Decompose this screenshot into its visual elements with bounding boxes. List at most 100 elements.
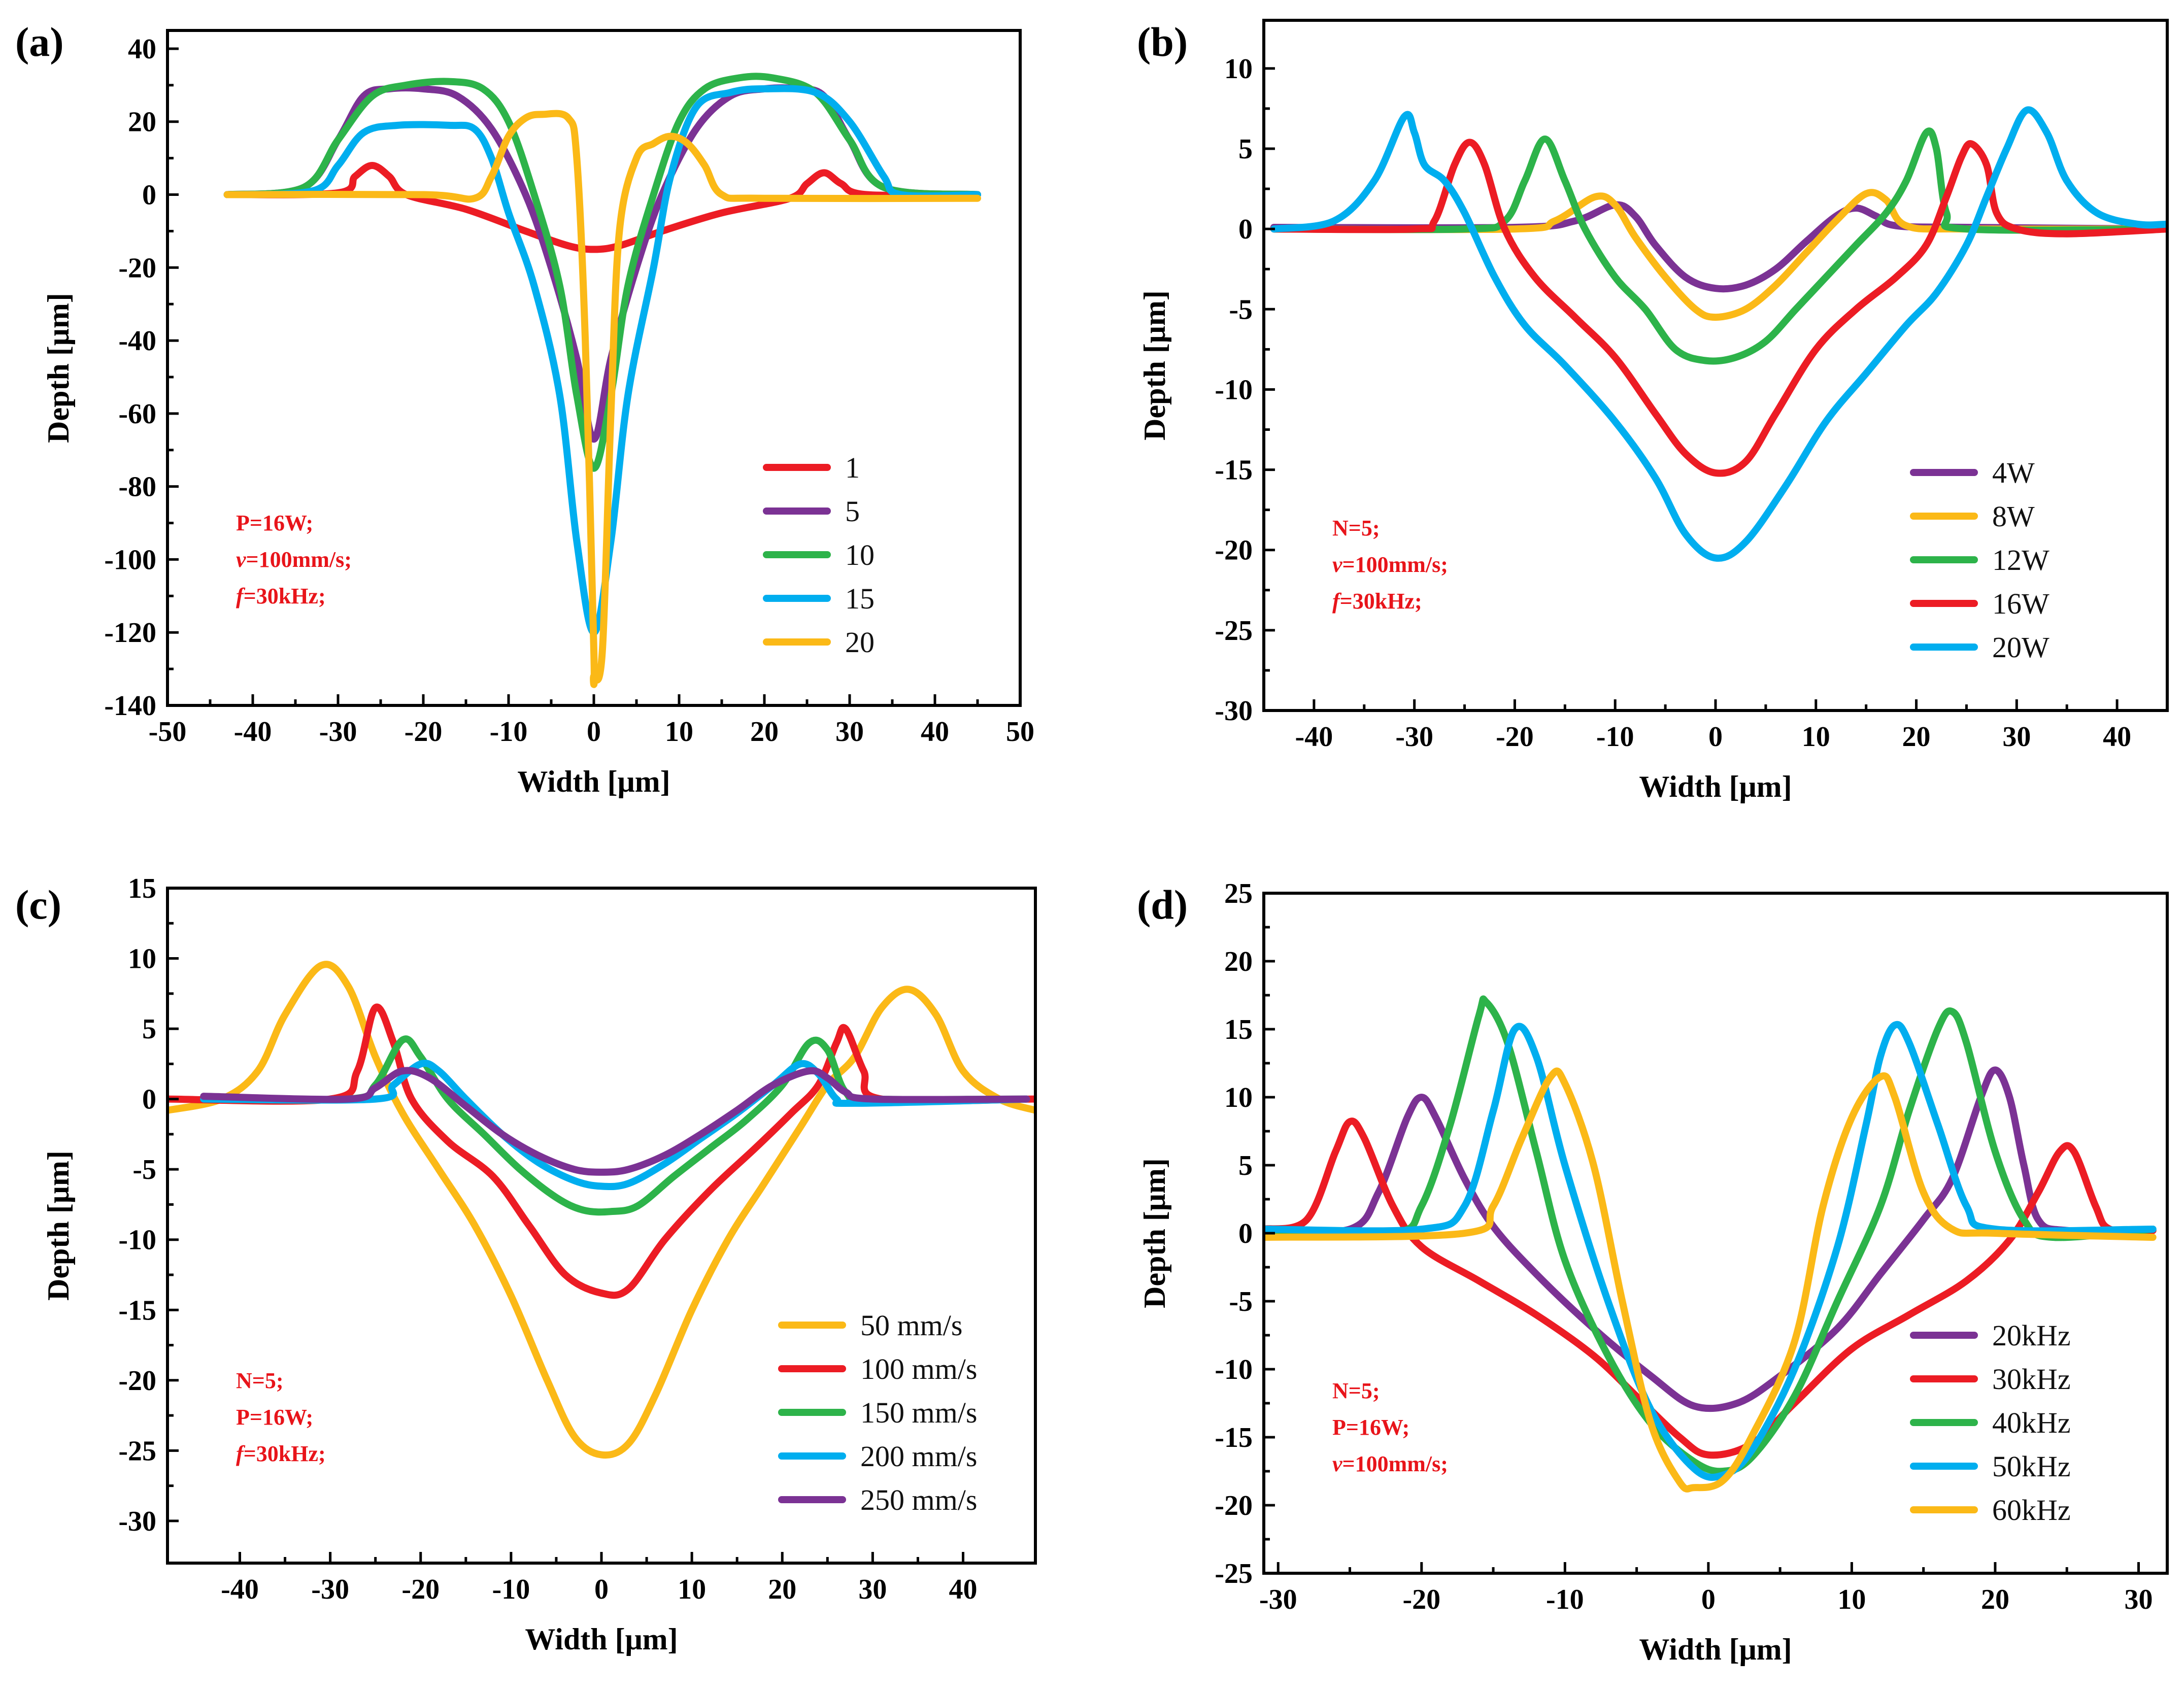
legend-label: 1	[845, 451, 860, 484]
panel-label-c: (c)	[15, 882, 61, 928]
x-tick-label: 20	[768, 1574, 796, 1605]
y-tick-label: 5	[1238, 133, 1253, 165]
annotation-line: v=100mm/s;	[1332, 552, 1448, 577]
panel-label-d: (d)	[1137, 882, 1188, 928]
series-line-b-2	[1270, 127, 2167, 365]
annotation-line: P=16W;	[236, 511, 313, 535]
x-tick-label: 0	[1708, 721, 1723, 753]
y-tick-label: -80	[118, 471, 156, 503]
x-tick-label: -20	[1496, 721, 1534, 753]
y-tick-label: -25	[1215, 1558, 1253, 1589]
x-tick-label: 40	[921, 716, 949, 748]
panel-b: (b) -40 -30 -20 -10 0 10 20 30 40 -30 -25 -20 -15 -10 -…	[1137, 19, 2169, 803]
legend-label: 50 mm/s	[860, 1309, 962, 1342]
annotation-line: P=16W;	[1332, 1415, 1409, 1440]
x-tick-label: 10	[1837, 1584, 1866, 1615]
y-tick-label: 15	[1224, 1014, 1253, 1045]
x-tick-label: -10	[1596, 721, 1634, 753]
annotation-line: P=16W;	[236, 1405, 313, 1430]
x-tick-label: -20	[1402, 1584, 1440, 1615]
legend-label: 5	[845, 495, 860, 528]
x-tick-label: 0	[1701, 1584, 1716, 1615]
x-axis-title: Width [μm]	[1639, 770, 1792, 803]
panel-label-b: (b)	[1137, 19, 1188, 65]
x-tick-label: 10	[665, 716, 693, 748]
series-line-a-3	[223, 85, 981, 636]
legend-label: 12W	[1992, 544, 2049, 577]
x-tick-label: 30	[2002, 721, 2031, 753]
annotation-line: N=5;	[236, 1368, 284, 1393]
x-tick-label: 20	[750, 716, 779, 748]
legend: 4W 8W 12W 16W 20W	[1910, 456, 2049, 664]
x-tick-label: 40	[949, 1574, 978, 1605]
legend: 20kHz 30kHz 40kHz 50kHz 60kHz	[1910, 1319, 2071, 1527]
y-tick-label: -20	[1215, 1490, 1253, 1521]
series-line-a-2	[223, 73, 981, 472]
legend-label: 20	[845, 626, 875, 659]
legend: 50 mm/s 100 mm/s 150 mm/s 200 mm/s 250 mm/s	[778, 1309, 977, 1516]
legend-label: 150 mm/s	[860, 1396, 977, 1429]
series-line-a-0	[223, 162, 981, 253]
y-tick-label: -30	[118, 1506, 156, 1537]
legend-label: 20W	[1992, 631, 2049, 664]
y-tick-label: -60	[118, 398, 156, 430]
x-tick-label: 0	[594, 1574, 609, 1605]
y-tick-label: -15	[1215, 1422, 1253, 1453]
x-tick-label: -30	[1259, 1584, 1297, 1615]
series-lines	[223, 73, 981, 688]
annotation-line: N=5;	[1332, 1378, 1380, 1403]
panel-c: (c) -40 -30 -20 -10 0 10 20 30 40 -30 -25 -20 -15 -10 -…	[15, 873, 1037, 1656]
y-tick-label: -140	[104, 690, 156, 722]
y-tick-label: -20	[1215, 535, 1253, 566]
x-tick-label: -50	[149, 716, 187, 748]
y-tick-label: 15	[128, 873, 156, 904]
y-tick-label: 25	[1224, 878, 1253, 909]
panel-d: (d) -30 -20 -10 0 10 20 30 -25 -20 -15 -10 -5 0 5 10 15 2…	[1137, 878, 2169, 1666]
condition-annotation: N=5; P=16W; f=30kHz;	[236, 1368, 326, 1466]
series-line-b-4	[1270, 106, 2167, 562]
x-tick-label: 30	[835, 716, 864, 748]
x-tick-label: -40	[221, 1574, 259, 1605]
y-tick-label: 10	[128, 943, 156, 975]
y-axis-title: Depth [μm]	[1138, 290, 1171, 441]
legend-label: 10	[845, 538, 875, 571]
series-line-b-1	[1270, 189, 2167, 321]
legend-label: 250 mm/s	[860, 1483, 977, 1516]
x-tick-label: 20	[1902, 721, 1931, 753]
y-tick-label: -20	[118, 1365, 156, 1397]
y-axis-title: Depth [μm]	[42, 293, 75, 443]
x-tick-label: 50	[1006, 716, 1034, 748]
y-tick-label: 5	[1238, 1150, 1253, 1181]
y-tick-label: -25	[1215, 615, 1253, 647]
series-line-c-1	[167, 1003, 1035, 1299]
y-tick-label: -15	[118, 1295, 156, 1326]
x-tick-label: -30	[1395, 721, 1433, 753]
y-tick-label: 20	[128, 107, 156, 138]
legend-label: 15	[845, 582, 875, 615]
annotation-line: v=100mm/s;	[236, 547, 352, 572]
x-tick-label: -10	[1546, 1584, 1584, 1615]
legend-label: 4W	[1992, 456, 2035, 489]
series-line-c-4	[200, 1067, 1030, 1176]
y-tick-label: 20	[1224, 946, 1253, 977]
y-tick-label: -5	[132, 1154, 156, 1186]
x-tick-label: -40	[234, 716, 272, 748]
y-tick-label: 10	[1224, 1082, 1253, 1113]
y-tick-label: -30	[1215, 695, 1253, 727]
y-axis-title: Depth [μm]	[42, 1150, 75, 1301]
series-line-b-3	[1270, 139, 2167, 477]
legend-label: 16W	[1992, 587, 2049, 620]
y-tick-label: -15	[1215, 455, 1253, 486]
legend-label: 30kHz	[1992, 1363, 2071, 1396]
x-tick-label: 10	[678, 1574, 706, 1605]
series-lines	[1270, 106, 2167, 562]
x-tick-label: -30	[311, 1574, 349, 1605]
y-tick-label: -10	[1215, 1354, 1253, 1385]
x-tick-label: -10	[492, 1574, 530, 1605]
annotation-line: f=30kHz;	[236, 1441, 326, 1466]
series-line-a-4	[223, 110, 981, 688]
legend-label: 60kHz	[1992, 1494, 2071, 1527]
y-tick-label: 0	[1238, 1218, 1253, 1249]
x-tick-label: -20	[405, 716, 443, 748]
